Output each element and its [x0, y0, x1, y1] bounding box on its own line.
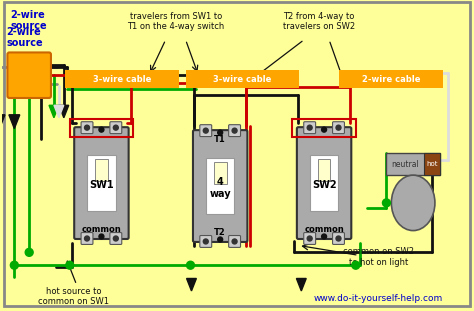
Bar — [95, 159, 108, 181]
FancyBboxPatch shape — [110, 122, 122, 134]
Circle shape — [84, 236, 90, 241]
Text: SW1: SW1 — [89, 180, 114, 190]
Text: hot source to
common on SW1: hot source to common on SW1 — [38, 287, 109, 306]
Polygon shape — [54, 105, 64, 118]
FancyBboxPatch shape — [193, 130, 247, 242]
Text: 3-wire cable: 3-wire cable — [213, 75, 272, 84]
Text: T2 from 4-way to
travelers on SW2: T2 from 4-way to travelers on SW2 — [283, 12, 355, 31]
FancyBboxPatch shape — [304, 122, 316, 134]
FancyBboxPatch shape — [81, 122, 93, 134]
Circle shape — [66, 261, 74, 269]
Text: common on SW2
to hot on light: common on SW2 to hot on light — [343, 248, 414, 267]
Bar — [292, 119, 356, 137]
Text: T1: T1 — [214, 135, 226, 144]
Bar — [424, 153, 440, 175]
Circle shape — [322, 127, 327, 132]
Circle shape — [99, 127, 104, 132]
Polygon shape — [187, 278, 196, 291]
FancyBboxPatch shape — [333, 233, 345, 244]
FancyBboxPatch shape — [304, 233, 316, 244]
Circle shape — [25, 248, 33, 256]
Text: travelers from SW1 to
T1 on the 4-way switch: travelers from SW1 to T1 on the 4-way sw… — [127, 12, 224, 31]
Circle shape — [383, 199, 391, 207]
FancyBboxPatch shape — [333, 122, 345, 134]
Polygon shape — [9, 115, 20, 129]
Text: SW2: SW2 — [312, 180, 337, 190]
Circle shape — [218, 130, 223, 135]
Polygon shape — [0, 115, 5, 129]
Circle shape — [113, 125, 118, 130]
Bar — [386, 153, 440, 175]
Text: 2-wire
source: 2-wire source — [10, 10, 47, 31]
Bar — [206, 158, 234, 214]
Circle shape — [113, 236, 118, 241]
Circle shape — [336, 236, 341, 241]
Circle shape — [336, 125, 341, 130]
Polygon shape — [296, 278, 306, 291]
FancyBboxPatch shape — [228, 125, 240, 137]
Bar — [185, 70, 300, 88]
FancyBboxPatch shape — [81, 233, 93, 244]
Ellipse shape — [392, 175, 435, 230]
FancyBboxPatch shape — [200, 235, 212, 248]
Bar — [339, 70, 443, 88]
Circle shape — [232, 239, 237, 244]
Circle shape — [307, 236, 312, 241]
Bar — [87, 155, 116, 211]
Circle shape — [203, 128, 208, 133]
Circle shape — [218, 237, 223, 242]
Circle shape — [187, 261, 194, 269]
FancyBboxPatch shape — [110, 233, 122, 244]
Circle shape — [84, 125, 90, 130]
Polygon shape — [49, 105, 59, 118]
Circle shape — [99, 234, 104, 239]
Circle shape — [232, 128, 237, 133]
Text: 2-wire
source: 2-wire source — [7, 27, 43, 48]
Text: common: common — [82, 225, 121, 234]
FancyBboxPatch shape — [8, 53, 51, 98]
Circle shape — [352, 261, 360, 269]
Text: 3-wire cable: 3-wire cable — [92, 75, 151, 84]
Bar — [310, 155, 338, 211]
Text: 2-wire cable: 2-wire cable — [362, 75, 420, 84]
FancyBboxPatch shape — [297, 127, 351, 239]
Bar — [65, 70, 179, 88]
Circle shape — [203, 239, 208, 244]
Text: neutral: neutral — [391, 160, 419, 169]
Bar — [318, 159, 330, 181]
Circle shape — [10, 261, 18, 269]
Bar — [70, 119, 133, 137]
Polygon shape — [59, 105, 69, 118]
Text: T2: T2 — [214, 228, 226, 237]
FancyBboxPatch shape — [228, 235, 240, 248]
Circle shape — [322, 234, 327, 239]
Text: www.do-it-yourself-help.com: www.do-it-yourself-help.com — [314, 295, 443, 303]
FancyBboxPatch shape — [200, 125, 212, 137]
Circle shape — [307, 125, 312, 130]
Bar — [214, 162, 227, 184]
Text: hot: hot — [426, 161, 438, 167]
Text: common: common — [304, 225, 344, 234]
FancyBboxPatch shape — [74, 127, 128, 239]
Text: 4
way: 4 way — [210, 177, 231, 199]
